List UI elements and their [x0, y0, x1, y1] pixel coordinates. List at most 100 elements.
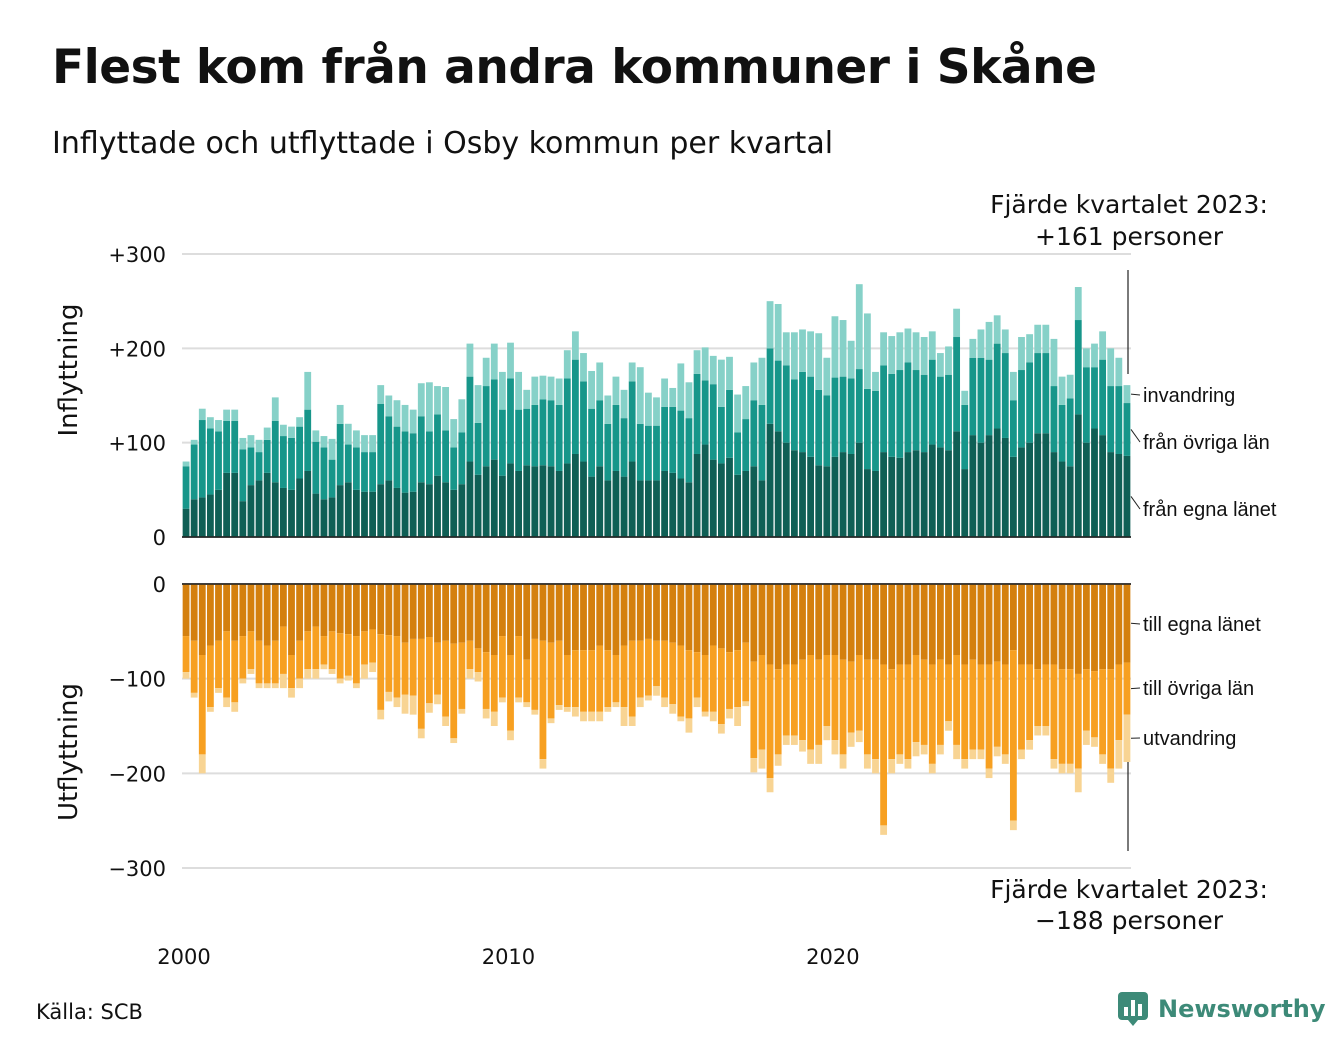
bar-in-0: [336, 485, 344, 537]
bar-out-0: [515, 584, 523, 637]
bar-out-1: [1082, 669, 1090, 731]
bar-out-0: [490, 584, 498, 655]
bar-out-0: [588, 584, 596, 651]
bar-in-0: [263, 472, 271, 537]
bar-out-0: [644, 584, 652, 639]
bar-in-1: [409, 433, 417, 492]
bar-in-1: [1026, 362, 1034, 443]
bar-in-2: [717, 359, 725, 407]
bar-out-1: [880, 664, 888, 826]
y-tick-label-bottom: 0: [153, 573, 166, 597]
bar-out-2: [288, 688, 295, 698]
bar-out-1: [571, 650, 579, 708]
bar-in-2: [985, 321, 993, 360]
bar-out-1: [531, 638, 539, 710]
bar-out-2: [977, 749, 985, 760]
bar-in-2: [620, 389, 628, 419]
bar-in-1: [790, 379, 798, 451]
bar-out-2: [231, 702, 239, 712]
callouts: Fjärde kvartalet 2023: +161 personer Fjärd…: [990, 190, 1268, 935]
bar-in-2: [417, 383, 425, 417]
bar-out-2: [1018, 749, 1025, 760]
bar-in-0: [1050, 452, 1058, 537]
bar-in-0: [969, 435, 977, 537]
bar-in-2: [653, 397, 660, 426]
legend-label-top: invandring: [1143, 385, 1235, 407]
bar-out-0: [1115, 584, 1123, 665]
bar-out-0: [498, 584, 506, 637]
bar-in-0: [271, 482, 279, 537]
bar-out-1: [1009, 650, 1017, 821]
bar-in-0: [417, 482, 425, 537]
bar-in-0: [531, 466, 539, 537]
bar-in-1: [304, 409, 312, 471]
bar-out-2: [588, 711, 596, 722]
bar-out-1: [320, 636, 328, 665]
bar-out-1: [685, 650, 693, 719]
bar-out-1: [961, 664, 969, 760]
bar-in-1: [969, 357, 977, 436]
bar-out-1: [482, 652, 490, 709]
bar-out-1: [498, 636, 506, 698]
bar-in-0: [458, 484, 466, 537]
axis-ticks: 0 +100 +200 +300 0 −100 −200 −300 2000 2010 2020: [108, 243, 859, 969]
bar-in-1: [782, 365, 790, 443]
bar-out-1: [361, 631, 368, 665]
bar-out-1: [1074, 673, 1082, 769]
bar-in-1: [523, 408, 531, 466]
bar-in-2: [247, 435, 255, 448]
bar-in-1: [839, 376, 847, 453]
bar-in-0: [831, 456, 839, 537]
bar-out-0: [369, 584, 377, 630]
bar-in-1: [515, 409, 523, 471]
bar-out-1: [1099, 669, 1107, 755]
bar-in-2: [474, 385, 482, 423]
bar-in-2: [450, 419, 458, 448]
bar-in-1: [563, 378, 571, 464]
bar-in-2: [434, 386, 441, 415]
bar-out-2: [896, 754, 904, 764]
bar-out-0: [896, 584, 904, 665]
bar-in-1: [1099, 359, 1107, 436]
bar-in-2: [1074, 287, 1082, 321]
bar-out-0: [750, 584, 758, 662]
bar-out-0: [969, 584, 977, 660]
brand[interactable]: Newsworthy: [1118, 992, 1326, 1026]
bar-out-2: [328, 669, 336, 674]
bar-out-1: [474, 648, 482, 673]
bar-in-2: [636, 367, 644, 424]
bar-in-0: [628, 461, 636, 537]
legend-label-top: från egna länet: [1143, 499, 1277, 521]
bar-in-2: [1009, 371, 1017, 401]
bar-out-2: [742, 701, 750, 707]
bar-in-2: [912, 332, 920, 371]
bar-in-2: [344, 423, 352, 445]
bar-out-0: [855, 584, 863, 655]
bar-out-2: [855, 730, 863, 743]
bar-out-2: [247, 669, 255, 674]
bar-out-2: [985, 768, 993, 779]
bar-out-2: [1034, 726, 1042, 736]
bar-out-2: [466, 669, 474, 679]
bar-out-1: [328, 631, 336, 670]
bar-in-2: [498, 371, 506, 410]
bar-in-1: [263, 439, 271, 473]
bar-in-2: [555, 378, 563, 405]
bar-in-0: [612, 470, 620, 537]
bar-in-1: [596, 400, 604, 467]
bar-out-1: [588, 650, 596, 712]
bar-out-1: [782, 664, 790, 736]
bar-in-0: [701, 444, 709, 537]
bar-in-1: [1074, 320, 1082, 415]
bar-out-2: [555, 705, 563, 710]
bar-out-0: [961, 584, 969, 665]
bar-out-0: [734, 584, 742, 651]
bar-in-0: [482, 466, 490, 537]
bar-out-0: [304, 584, 312, 632]
bar-in-1: [198, 420, 206, 498]
bar-out-0: [271, 584, 279, 641]
bar-out-1: [1018, 664, 1025, 750]
bar-out-0: [928, 584, 936, 665]
bar-out-2: [1026, 740, 1034, 750]
bar-out-2: [677, 716, 685, 722]
